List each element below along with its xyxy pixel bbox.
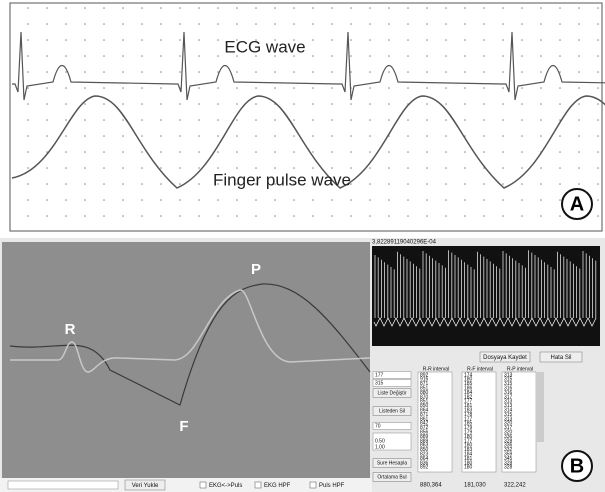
pulse-label: Finger pulse wave [213,170,351,189]
total: 322,242 [504,483,526,489]
button-label: Liste Değiştir [378,390,407,396]
option: 1.00 [375,444,385,450]
input-value: 177 [375,372,384,378]
scope [372,246,600,346]
label-p: P [251,261,261,278]
cell: 180 [464,465,473,471]
cell: 892 [420,465,429,471]
button-label: Sure Hesapla [377,460,408,466]
badge-a: A [570,193,584,215]
total: 880,364 [420,483,442,489]
ecg-label: ECG wave [224,37,305,56]
badge-b: B [570,455,584,477]
panel-b: R P F Veri Yukle 3,82289119040296E-04 Do… [0,238,605,492]
save-label: Dosyaya Kaydet [483,355,527,361]
input-value: 315 [375,380,384,386]
checkbox[interactable] [255,482,261,488]
label-r: R [65,321,76,338]
load-label: Veri Yukle [132,483,159,489]
checkbox-label: EKG<->Puls [209,483,242,489]
checkbox[interactable] [200,482,206,488]
checkbox-label: Puls HPF [319,483,345,489]
scrollbar [536,372,544,442]
button-label: Listeden Sil [379,408,405,414]
checkbox-label: EKG HPF [264,483,291,489]
input-value: 70 [375,423,381,429]
label-f: F [179,418,188,435]
panel-a: ECG wave Finger pulse wave A [10,3,605,231]
total: 181,030 [464,483,486,489]
clear-label: Hata Sil [550,355,571,361]
figure: ECG wave Finger pulse wave A R P F Veri … [0,0,605,492]
header-value: 3,82289119040296E-04 [372,240,437,246]
input[interactable] [8,481,118,489]
checkbox[interactable] [310,482,316,488]
button-label: Ortalama Bul [377,474,406,480]
cell: 328 [504,465,513,471]
